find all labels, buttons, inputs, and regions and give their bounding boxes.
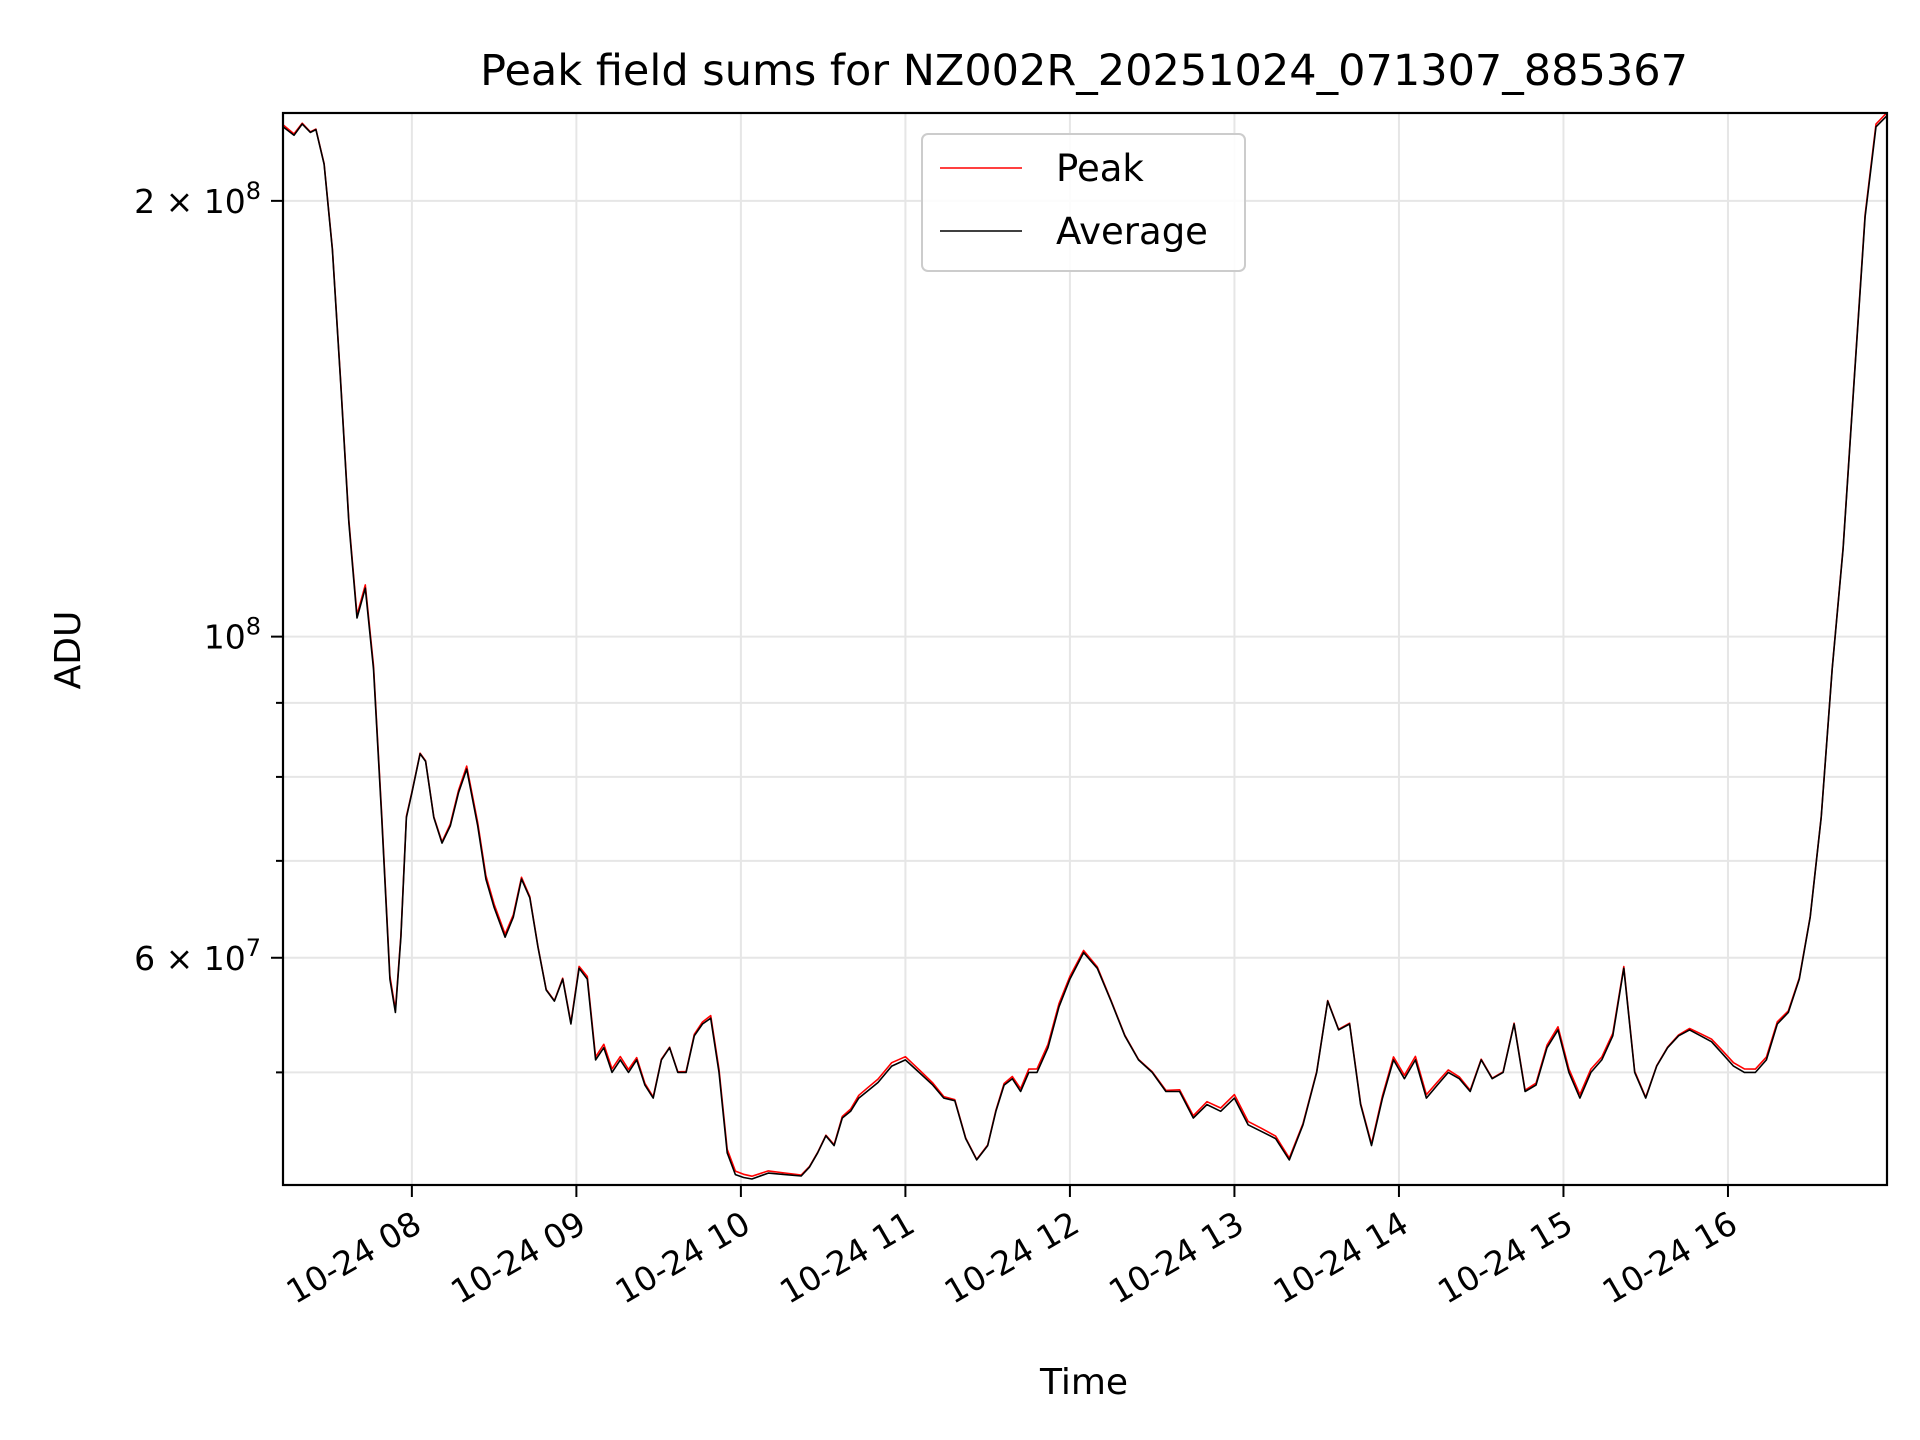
x-tick-label: 10-24 14 xyxy=(1267,1203,1415,1311)
y-axis-label: ADU xyxy=(48,611,89,690)
grid xyxy=(283,113,1887,1185)
y-tick-label: 6 × 107 xyxy=(134,934,261,978)
axis-ticks: 10-24 08 10-24 09 10-24 10 10-24 11 10-24 12… xyxy=(134,177,1744,1312)
legend-label-average: Average xyxy=(1056,210,1208,253)
x-axis-label: Time xyxy=(1039,1362,1128,1403)
x-tick-label: 10-24 12 xyxy=(938,1203,1086,1311)
x-tick-label: 10-24 09 xyxy=(444,1203,592,1311)
series-line-average xyxy=(282,115,1888,1180)
chart-title: Peak field sums for NZ002R_20251024_0713… xyxy=(480,46,1688,96)
series-lines xyxy=(282,111,1888,1180)
legend: Peak Average xyxy=(921,133,1246,272)
series-line-peak xyxy=(282,111,1888,1177)
x-tick-label: 10-24 10 xyxy=(609,1203,757,1311)
x-tick-label: 10-24 08 xyxy=(280,1203,428,1311)
y-tick-label: 2 × 108 xyxy=(134,177,261,221)
x-tick-label: 10-24 13 xyxy=(1102,1203,1250,1311)
plot-frame xyxy=(281,111,1889,1187)
legend-label-peak: Peak xyxy=(1056,147,1144,190)
x-tick-label: 10-24 15 xyxy=(1431,1203,1579,1311)
x-tick-label: 10-24 16 xyxy=(1596,1203,1744,1311)
y-tick-label: 108 xyxy=(204,613,261,657)
x-tick-label: 10-24 11 xyxy=(773,1203,921,1311)
